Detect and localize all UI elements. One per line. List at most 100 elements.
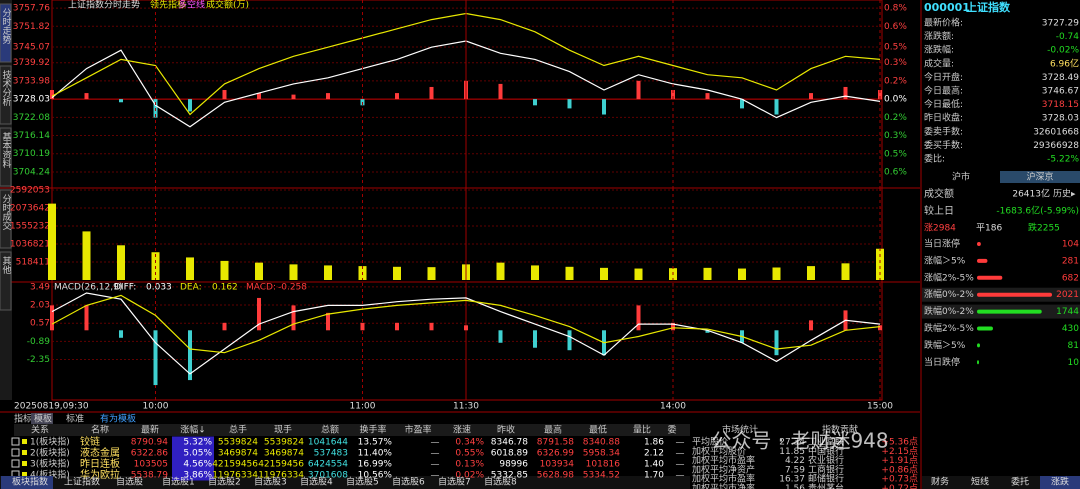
side-tab-label[interactable]: 其他 — [1, 256, 12, 275]
side-tab[interactable] — [0, 127, 12, 187]
cell: 42159456 — [258, 460, 304, 470]
row-checkbox[interactable] — [11, 459, 20, 468]
change-bg — [172, 447, 214, 459]
cell: — — [676, 438, 685, 448]
legend-name: 领先指标 — [150, 0, 186, 11]
bottom-tab[interactable]: 自选股2 — [208, 476, 241, 488]
side-tab[interactable] — [0, 65, 12, 125]
macd-bar — [222, 322, 227, 331]
history-link[interactable]: 历史▸ — [1053, 188, 1076, 200]
cell: 2(板块指) — [30, 447, 70, 459]
quote-label: 昨日收盘: — [924, 112, 963, 124]
cell: 2.12 — [644, 449, 664, 459]
bottom-tab[interactable]: 自选股4 — [300, 476, 333, 488]
bottom-tab[interactable]: 自选股8 — [484, 476, 517, 488]
cell: 8340.88 — [583, 438, 620, 448]
row-checkbox[interactable] — [11, 437, 20, 446]
cell: 3701608 — [308, 471, 348, 481]
quote-tab[interactable]: 沪深京 — [1026, 171, 1053, 183]
strength-stick — [602, 99, 606, 115]
breadth-value: 104 — [1062, 240, 1079, 250]
series-line — [51, 294, 881, 354]
breadth-value: 81 — [1068, 341, 1079, 351]
flat-count: 平186 — [976, 223, 1002, 234]
stats-value: 7.59 — [785, 465, 805, 475]
y2-tick-label: 0.6% — [884, 167, 907, 177]
quote-tab[interactable]: 沪市 — [952, 171, 970, 183]
macd-bar — [153, 330, 158, 386]
side-tab[interactable] — [0, 251, 12, 311]
row-checkbox[interactable] — [11, 448, 20, 457]
side-tab[interactable] — [0, 3, 12, 63]
side-tab-label[interactable]: 分时走势 — [1, 8, 12, 45]
side-tab[interactable] — [0, 189, 12, 249]
breadth-label: 跌幅＞5% — [924, 339, 966, 351]
side-tab-label[interactable]: 基本资料 — [1, 131, 12, 169]
cell: 11976334 — [258, 471, 304, 481]
quote-value: -0.02% — [1047, 46, 1079, 56]
macd-bar — [533, 330, 537, 348]
y-tick-label: 3722.08 — [13, 113, 50, 123]
y-tick-label: 3.49 — [30, 282, 50, 292]
side-tab-label[interactable]: 分时成交 — [1, 194, 12, 231]
chart-frame — [51, 0, 883, 401]
bottom-tab[interactable]: 自选股 — [116, 476, 143, 488]
row-flag — [22, 450, 27, 455]
y2-tick-label: 0.2% — [884, 113, 907, 123]
volume-bar — [82, 231, 91, 280]
bottom-tab[interactable]: 板块指数 — [12, 476, 48, 488]
cell: 5958.34 — [583, 449, 620, 459]
board-tab[interactable]: 标准 — [66, 413, 84, 425]
cell: 华为欧拉 — [80, 468, 120, 481]
stats-header: 指数贡献 — [822, 424, 858, 436]
volume-bar — [324, 265, 332, 280]
breadth-bar — [977, 292, 1052, 297]
column-header: 最新 — [141, 424, 159, 436]
bottom-tab[interactable]: 自选股6 — [392, 476, 425, 488]
bottom-tab[interactable]: 自选股3 — [254, 476, 287, 488]
breadth-label: 跌幅0%-2% — [924, 305, 974, 317]
bottom-tab[interactable]: 自选股1 — [162, 476, 195, 488]
board-tab[interactable]: 指标 — [14, 413, 32, 425]
cell: 6018.89 — [491, 449, 528, 459]
cell: — — [676, 471, 685, 481]
volume-bar — [876, 248, 884, 280]
quote-bottom-tab[interactable]: 短线 — [971, 476, 989, 488]
side-tab-label[interactable]: 技术分析 — [1, 69, 12, 107]
cell: 5.32% — [183, 438, 212, 448]
board-tab[interactable]: 有为模板 — [100, 413, 136, 425]
change-bg — [172, 436, 214, 448]
cell: 5539824 — [218, 438, 258, 448]
breadth-bar — [977, 309, 1042, 314]
stats-value: 27.34 — [779, 438, 805, 448]
quote-bottom-tab[interactable]: 涨跌 — [1051, 477, 1069, 488]
bottom-tab[interactable]: 自选股7 — [438, 476, 471, 488]
macd-bar — [671, 322, 675, 331]
quote-value: -0.74 — [1056, 32, 1080, 42]
cell: 液态金属 — [80, 446, 120, 459]
cell: 103934 — [540, 460, 575, 470]
cell: 5334.52 — [583, 471, 620, 481]
bottom-tab[interactable]: 上证指数 — [64, 476, 100, 488]
bottom-tab[interactable]: 自选股5 — [346, 476, 379, 488]
column-header: 名称 — [91, 424, 109, 436]
y-tick-label: 2592053 — [10, 186, 50, 196]
quote-value: 3727.29 — [1042, 19, 1079, 29]
volume-bar — [220, 260, 229, 280]
stats-label: 加权平均市盈率 — [692, 454, 755, 466]
stats-value: 11.85 — [779, 447, 805, 457]
cell: 1.40 — [644, 460, 664, 470]
strength-stick — [774, 99, 779, 115]
cell: 101816 — [586, 460, 621, 470]
volume-bar — [427, 267, 436, 280]
quote-value: 32601668 — [1033, 127, 1079, 137]
quote-bottom-tab[interactable]: 委托 — [1011, 476, 1029, 488]
volume-bar — [496, 262, 505, 280]
cell: — — [676, 449, 685, 459]
y2-tick-label: 0.5% — [884, 149, 907, 159]
board-tab[interactable]: 模板 — [34, 413, 52, 425]
strength-stick — [395, 93, 399, 100]
column-header: 市盈率 — [404, 424, 431, 436]
macd-bar — [464, 325, 468, 331]
quote-bottom-tab[interactable]: 财务 — [931, 476, 949, 488]
